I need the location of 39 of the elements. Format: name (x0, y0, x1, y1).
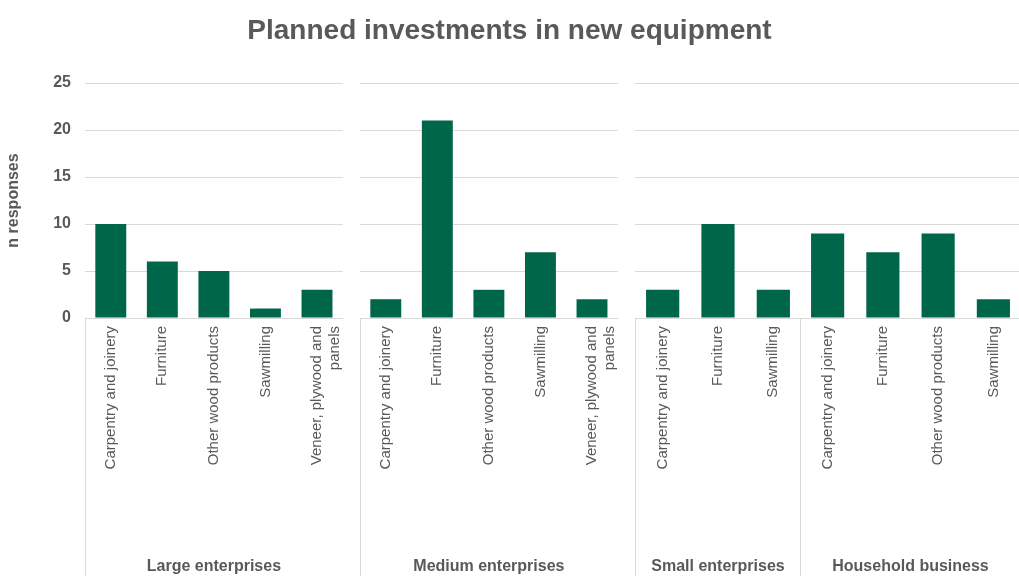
text: Planned investments in new equipment (246, 14, 773, 46)
x-tick-label: Carpentry and joinery (100, 325, 118, 470)
x-tick-label: Sawmilling (983, 326, 1001, 398)
x-tick-label: Other wood products (204, 326, 222, 466)
y-tick-label: 20 (53, 120, 72, 138)
y-tick-label: 0 (62, 308, 72, 326)
x-tick-label: Veneer, plywood and panels (582, 326, 618, 466)
x-tick-label: Other wood products (479, 326, 497, 466)
bar (95, 224, 127, 318)
x-tick-label: Sawmilling (530, 326, 548, 398)
bar (249, 308, 281, 318)
x-tick-label: Carpentry and joinery (375, 325, 393, 470)
x-tick-label: Carpentry and joinery (817, 325, 835, 470)
x-tick-label: Sawmilling (763, 326, 781, 398)
x-axis-title: Large enterprises (146, 556, 282, 574)
bar (524, 252, 556, 318)
x-tick-label: Sawmilling (255, 326, 273, 398)
x-tick-label: Furniture (708, 326, 726, 387)
bar (370, 299, 402, 318)
x-tick-label: Other wood products (928, 326, 946, 466)
bar (301, 289, 333, 318)
x-axis-title: Medium enterprises (413, 556, 565, 574)
y-tick-label: 5 (62, 261, 72, 279)
bar (198, 271, 230, 318)
bar (421, 120, 453, 318)
x-tick-label: Furniture (152, 326, 170, 387)
x-axis-title: Household business (832, 556, 989, 574)
y-tick-label: 10 (53, 214, 72, 232)
bar (146, 261, 178, 318)
bar (473, 289, 505, 318)
y-tick-label: 25 (53, 73, 72, 91)
x-tick-label: Carpentry and joinery (652, 325, 670, 470)
y-tick-label: 15 (53, 167, 72, 185)
bar (576, 299, 608, 318)
x-tick-label: Veneer, plywood and panels (307, 326, 343, 466)
x-tick-label: Furniture (427, 326, 445, 387)
y-axis-title: n responses (4, 153, 22, 248)
x-axis-title: Small enterprises (651, 556, 785, 574)
x-tick-label: Furniture (873, 326, 891, 387)
